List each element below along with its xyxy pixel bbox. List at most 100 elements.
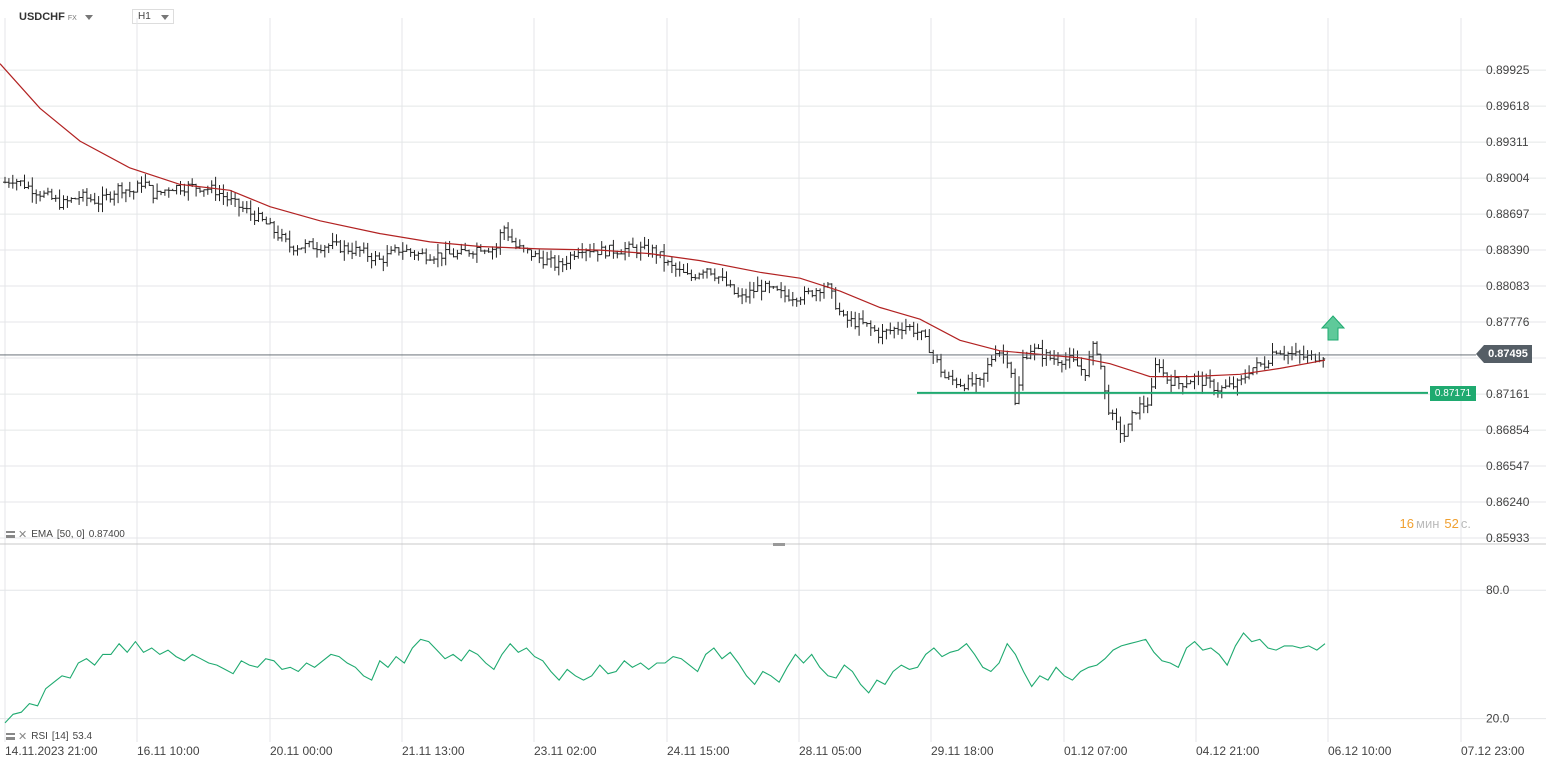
candle (315, 241, 319, 258)
candle (1040, 339, 1045, 367)
candle (10, 174, 15, 189)
candle (260, 211, 265, 222)
ema-legend: ✕ EMA [50, 0] 0.87400 (6, 528, 125, 541)
candle (1134, 412, 1138, 415)
candle (502, 225, 507, 240)
candle (112, 190, 117, 206)
chevron-down-icon (161, 15, 169, 20)
close-icon[interactable]: ✕ (18, 731, 28, 743)
candle (393, 244, 397, 253)
candle (786, 289, 791, 302)
menu-icon[interactable] (6, 531, 15, 538)
candle (389, 246, 394, 255)
candle (798, 296, 803, 306)
candle (1173, 369, 1177, 386)
symbol-selector[interactable]: USDCHF FX (19, 11, 93, 23)
candle (1223, 379, 1228, 389)
candle (22, 174, 27, 189)
candle (1293, 342, 1298, 357)
candle (326, 243, 331, 254)
y-tick-label: 0.89004 (1486, 171, 1530, 185)
candle (342, 240, 347, 261)
candle (1091, 341, 1096, 366)
candle (1176, 375, 1181, 390)
candle (77, 191, 82, 205)
candle (354, 240, 358, 256)
candle (166, 187, 171, 198)
candle (950, 369, 955, 386)
candle (459, 243, 464, 255)
panel-resize-handle[interactable] (773, 543, 785, 546)
candle (740, 288, 745, 305)
countdown-minutes: 16 (1399, 516, 1415, 531)
candle (299, 247, 304, 250)
candle (1251, 367, 1255, 376)
candle (806, 287, 811, 295)
candle (724, 271, 729, 287)
candle (603, 245, 608, 259)
candle (104, 188, 109, 201)
menu-icon[interactable] (6, 733, 15, 740)
candle (252, 210, 257, 225)
candle (26, 181, 31, 190)
candle (1036, 344, 1041, 350)
candle (1075, 350, 1080, 367)
candle (357, 246, 362, 257)
candle (673, 262, 678, 277)
candle (1032, 343, 1037, 361)
buy-arrow-icon (1320, 315, 1346, 341)
ema-line (0, 63, 1326, 378)
candle (1110, 409, 1115, 421)
y-tick-label: 0.88390 (1486, 243, 1530, 257)
y-tick-label: 0.88697 (1486, 207, 1530, 221)
candle (981, 372, 986, 388)
candle (1258, 362, 1263, 367)
candle (833, 287, 838, 310)
candle (334, 234, 339, 246)
candle (1095, 341, 1099, 356)
candle (229, 190, 234, 205)
candle (295, 245, 300, 256)
candle (1270, 342, 1275, 366)
candle (1137, 396, 1142, 420)
candle (198, 187, 202, 193)
candle (564, 255, 569, 271)
candle (428, 254, 433, 261)
candle (802, 286, 807, 305)
candle (233, 192, 238, 208)
candle (1321, 356, 1326, 368)
candle (416, 251, 421, 261)
candle (736, 287, 741, 298)
candle (810, 289, 815, 298)
candle (1239, 375, 1244, 386)
candle (404, 244, 409, 252)
candle (997, 351, 1002, 357)
candle (1044, 349, 1049, 366)
candle (506, 222, 511, 242)
y-tick-label: 0.86547 (1486, 459, 1530, 473)
candle-countdown: 16 мин 52 с. (1400, 516, 1476, 531)
timeframe-selector[interactable]: H1 (132, 9, 174, 24)
candle (92, 192, 97, 205)
candle (1262, 356, 1267, 370)
close-icon[interactable]: ✕ (18, 529, 28, 541)
candle (541, 250, 546, 269)
candle (69, 197, 74, 203)
candle (779, 282, 784, 299)
y-tick-label: 0.86240 (1486, 495, 1530, 509)
candle (537, 249, 542, 264)
candle (595, 250, 600, 262)
candle (1208, 369, 1213, 389)
candle (162, 189, 167, 196)
candle (88, 194, 93, 203)
support-level-label[interactable]: 0.87171 (1430, 386, 1476, 401)
candle (669, 256, 674, 274)
candle (978, 377, 982, 386)
candle (307, 240, 312, 248)
candle (892, 326, 897, 339)
candle (1301, 345, 1306, 361)
candle (989, 354, 994, 367)
candle (57, 189, 62, 210)
candle (1056, 352, 1060, 366)
